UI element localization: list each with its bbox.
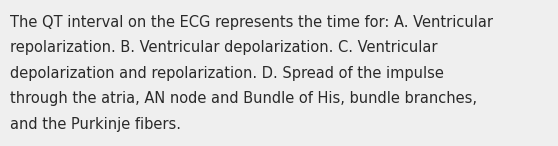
Text: depolarization and repolarization. D. Spread of the impulse: depolarization and repolarization. D. Sp… [10, 66, 444, 81]
Text: repolarization. B. Ventricular depolarization. C. Ventricular: repolarization. B. Ventricular depolariz… [10, 40, 437, 55]
Text: through the atria, AN node and Bundle of His, bundle branches,: through the atria, AN node and Bundle of… [10, 91, 477, 106]
Text: and the Purkinje fibers.: and the Purkinje fibers. [10, 117, 181, 132]
Text: The QT interval on the ECG represents the time for: A. Ventricular: The QT interval on the ECG represents th… [10, 15, 493, 30]
